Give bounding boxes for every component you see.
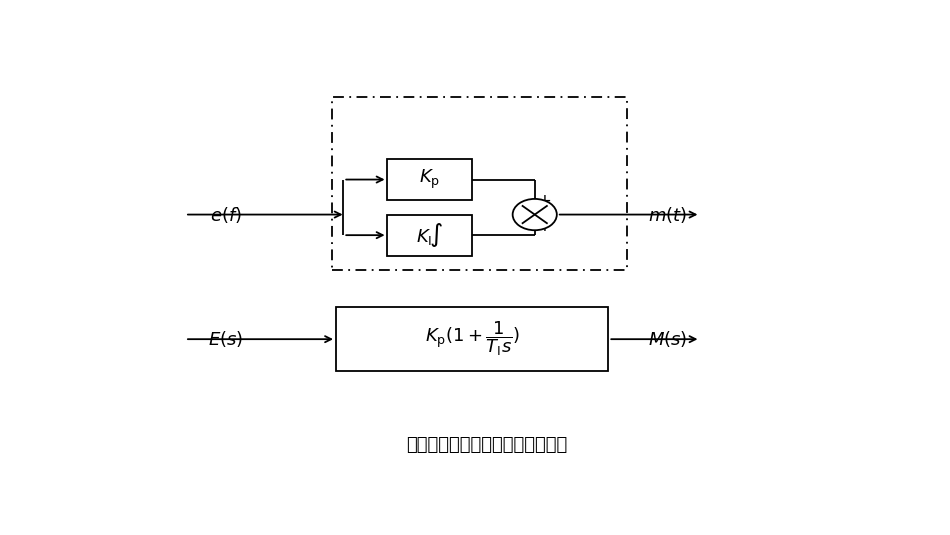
Bar xyxy=(336,307,608,371)
Text: $e(f)$: $e(f)$ xyxy=(210,204,241,225)
Text: $K_\mathrm{I}\!\int$: $K_\mathrm{I}\!\int$ xyxy=(416,221,444,249)
Text: $+$: $+$ xyxy=(538,192,551,210)
Bar xyxy=(332,97,627,270)
Bar xyxy=(388,159,472,200)
Text: $+$: $+$ xyxy=(538,217,551,235)
Text: $M(s)$: $M(s)$ xyxy=(648,329,687,349)
Ellipse shape xyxy=(513,199,557,230)
Text: $E(s)$: $E(s)$ xyxy=(208,329,243,349)
Text: 比例积分调节器的框图与传递函数: 比例积分调节器的框图与传递函数 xyxy=(407,436,567,454)
Bar xyxy=(388,215,472,256)
Text: $K_\mathrm{p}$: $K_\mathrm{p}$ xyxy=(419,168,441,191)
Text: $m(t)$: $m(t)$ xyxy=(648,204,687,225)
Text: $K_\mathrm{p}(1+\dfrac{1}{T_\mathrm{I}s})$: $K_\mathrm{p}(1+\dfrac{1}{T_\mathrm{I}s}… xyxy=(425,319,520,358)
